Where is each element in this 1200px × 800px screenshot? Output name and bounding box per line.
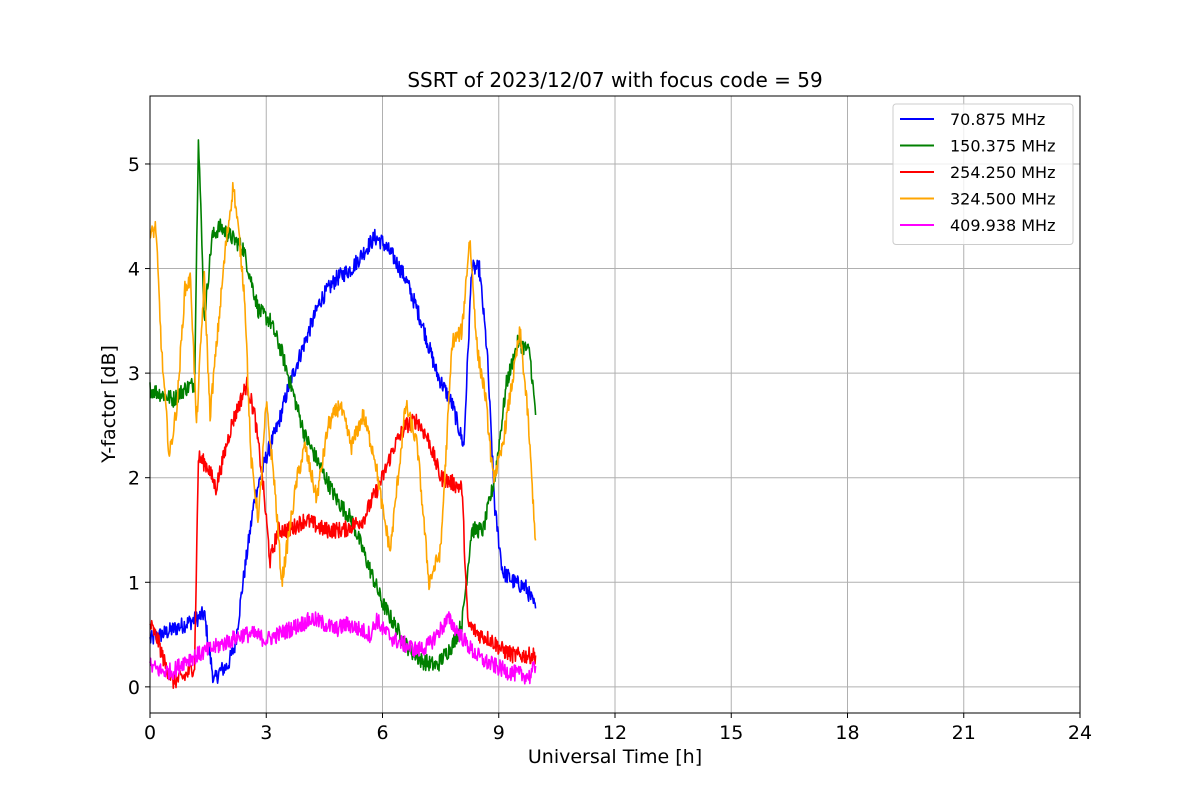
y-tick-label: 4 [128, 259, 140, 281]
series-line-3 [149, 181, 537, 591]
y-axis: 0 1 2 3 4 5 [128, 154, 150, 699]
x-axis: 0 3 6 9 12 15 18 21 24 [144, 713, 1092, 744]
series-line-2 [149, 376, 537, 689]
legend-label: 70.875 MHz [950, 110, 1045, 129]
series-line-0 [149, 228, 537, 684]
x-tick-label: 15 [719, 722, 743, 744]
x-tick-label: 24 [1068, 722, 1092, 744]
chart-title: SSRT of 2023/12/07 with focus code = 59 [407, 68, 822, 92]
legend-label: 150.375 MHz [950, 137, 1055, 156]
legend-label: 409.938 MHz [950, 216, 1055, 235]
legend-label: 254.250 MHz [950, 163, 1055, 182]
series-line-4 [149, 611, 537, 685]
x-tick-label: 0 [144, 722, 156, 744]
legend: 70.875 MHz 150.375 MHz 254.250 MHz 324.500 … [892, 103, 1074, 245]
plot-area [149, 139, 537, 689]
x-tick-label: 21 [952, 722, 976, 744]
y-axis-label: Y-factor [dB] [98, 345, 120, 464]
x-tick-label: 3 [260, 722, 272, 744]
x-tick-label: 9 [493, 722, 505, 744]
legend-label: 324.500 MHz [950, 190, 1055, 209]
y-tick-label: 1 [128, 572, 140, 594]
x-tick-label: 6 [376, 722, 388, 744]
y-tick-label: 2 [128, 468, 140, 490]
x-tick-label: 18 [835, 722, 859, 744]
legend-box [892, 103, 1074, 245]
x-tick-label: 12 [603, 722, 627, 744]
y-tick-label: 3 [128, 363, 140, 385]
x-axis-label: Universal Time [h] [528, 746, 702, 768]
y-tick-label: 5 [128, 154, 140, 176]
y-tick-label: 0 [128, 677, 140, 699]
series-line-1 [149, 139, 537, 672]
